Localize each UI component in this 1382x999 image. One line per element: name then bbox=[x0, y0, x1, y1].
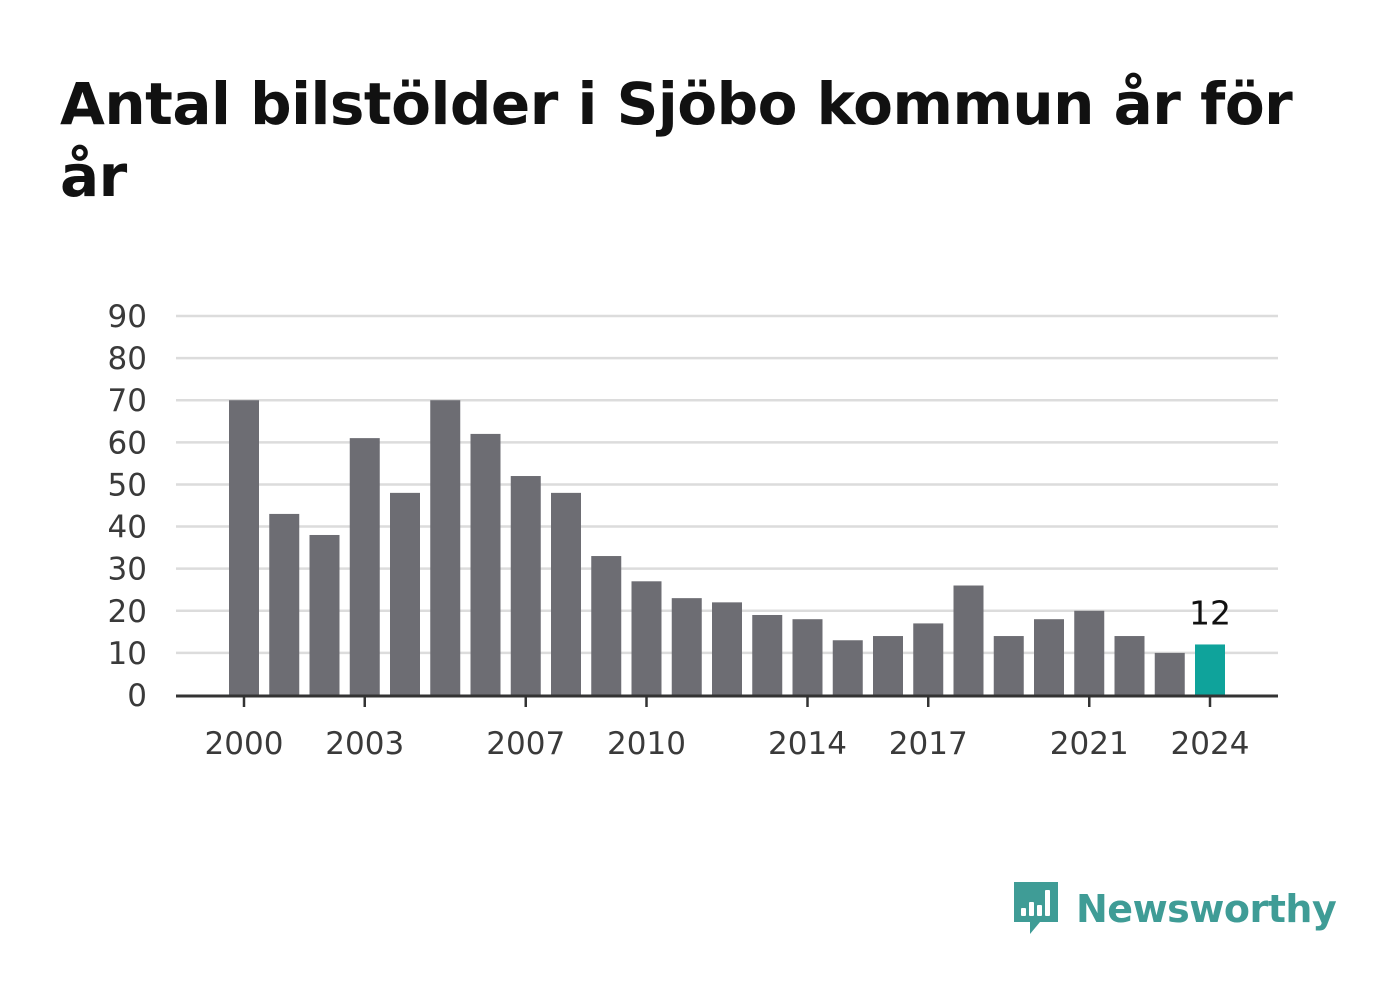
bar-2024 bbox=[1195, 644, 1225, 695]
bar-2021 bbox=[1074, 610, 1105, 695]
y-tick-label: 70 bbox=[108, 383, 147, 419]
y-tick-label: 40 bbox=[108, 510, 147, 546]
data-label-2024: 12 bbox=[1189, 593, 1231, 632]
y-tick-label: 60 bbox=[108, 425, 147, 461]
bar-2001 bbox=[269, 513, 300, 695]
x-tick-label: 2021 bbox=[1050, 726, 1129, 762]
bar-2002 bbox=[309, 534, 340, 695]
y-tick-label: 50 bbox=[108, 467, 147, 503]
y-tick-label: 30 bbox=[108, 552, 147, 588]
y-tick-label: 20 bbox=[108, 594, 147, 630]
x-tick-label: 2003 bbox=[325, 726, 404, 762]
bar-2016 bbox=[873, 636, 903, 695]
labels: 0 10 20 30 40 50 60 70 80 90 2000 2003 2007 2010 2014 2… bbox=[108, 299, 1250, 762]
bar-2011 bbox=[671, 598, 702, 695]
x-tick-label: 2000 bbox=[205, 726, 284, 762]
bar-2019 bbox=[993, 636, 1024, 695]
y-tick-label: 10 bbox=[108, 636, 147, 672]
chart-title: Antal bilstölder i Sjöbo kommun år för å… bbox=[60, 70, 1293, 210]
bar-2018 bbox=[953, 585, 984, 695]
x-axis bbox=[176, 694, 1278, 707]
bar-2020 bbox=[1034, 619, 1064, 695]
bar-2022 bbox=[1114, 636, 1145, 695]
y-tick-label: 90 bbox=[108, 299, 147, 335]
bar-2023 bbox=[1154, 652, 1185, 695]
brand-logo: Newsworthy bbox=[1010, 878, 1337, 940]
bar-2007 bbox=[510, 476, 541, 695]
bar-2004 bbox=[390, 492, 420, 695]
newsworthy-logo-icon bbox=[1014, 882, 1058, 934]
x-tick-label: 2014 bbox=[768, 726, 847, 762]
bar-2005 bbox=[430, 400, 461, 695]
bar-2017 bbox=[913, 623, 944, 695]
bar-2012 bbox=[712, 602, 742, 695]
bar-2014 bbox=[792, 619, 823, 695]
bar-2013 bbox=[752, 614, 783, 695]
bars bbox=[229, 400, 1225, 695]
bar-2015 bbox=[832, 640, 863, 695]
x-tick-label: 2017 bbox=[889, 726, 968, 762]
bar-2010 bbox=[631, 581, 662, 695]
bar-2000 bbox=[229, 400, 259, 695]
bar-2009 bbox=[591, 556, 622, 695]
bar-2008 bbox=[551, 492, 581, 695]
bar-2003 bbox=[349, 438, 380, 695]
x-tick-label: 2007 bbox=[486, 726, 565, 762]
x-tick-label: 2024 bbox=[1171, 726, 1250, 762]
bar-2006 bbox=[470, 433, 501, 695]
y-tick-label: 80 bbox=[108, 341, 147, 377]
x-tick-label: 2010 bbox=[607, 726, 686, 762]
brand-name: Newsworthy bbox=[1076, 887, 1337, 931]
y-tick-label: 0 bbox=[127, 678, 147, 714]
